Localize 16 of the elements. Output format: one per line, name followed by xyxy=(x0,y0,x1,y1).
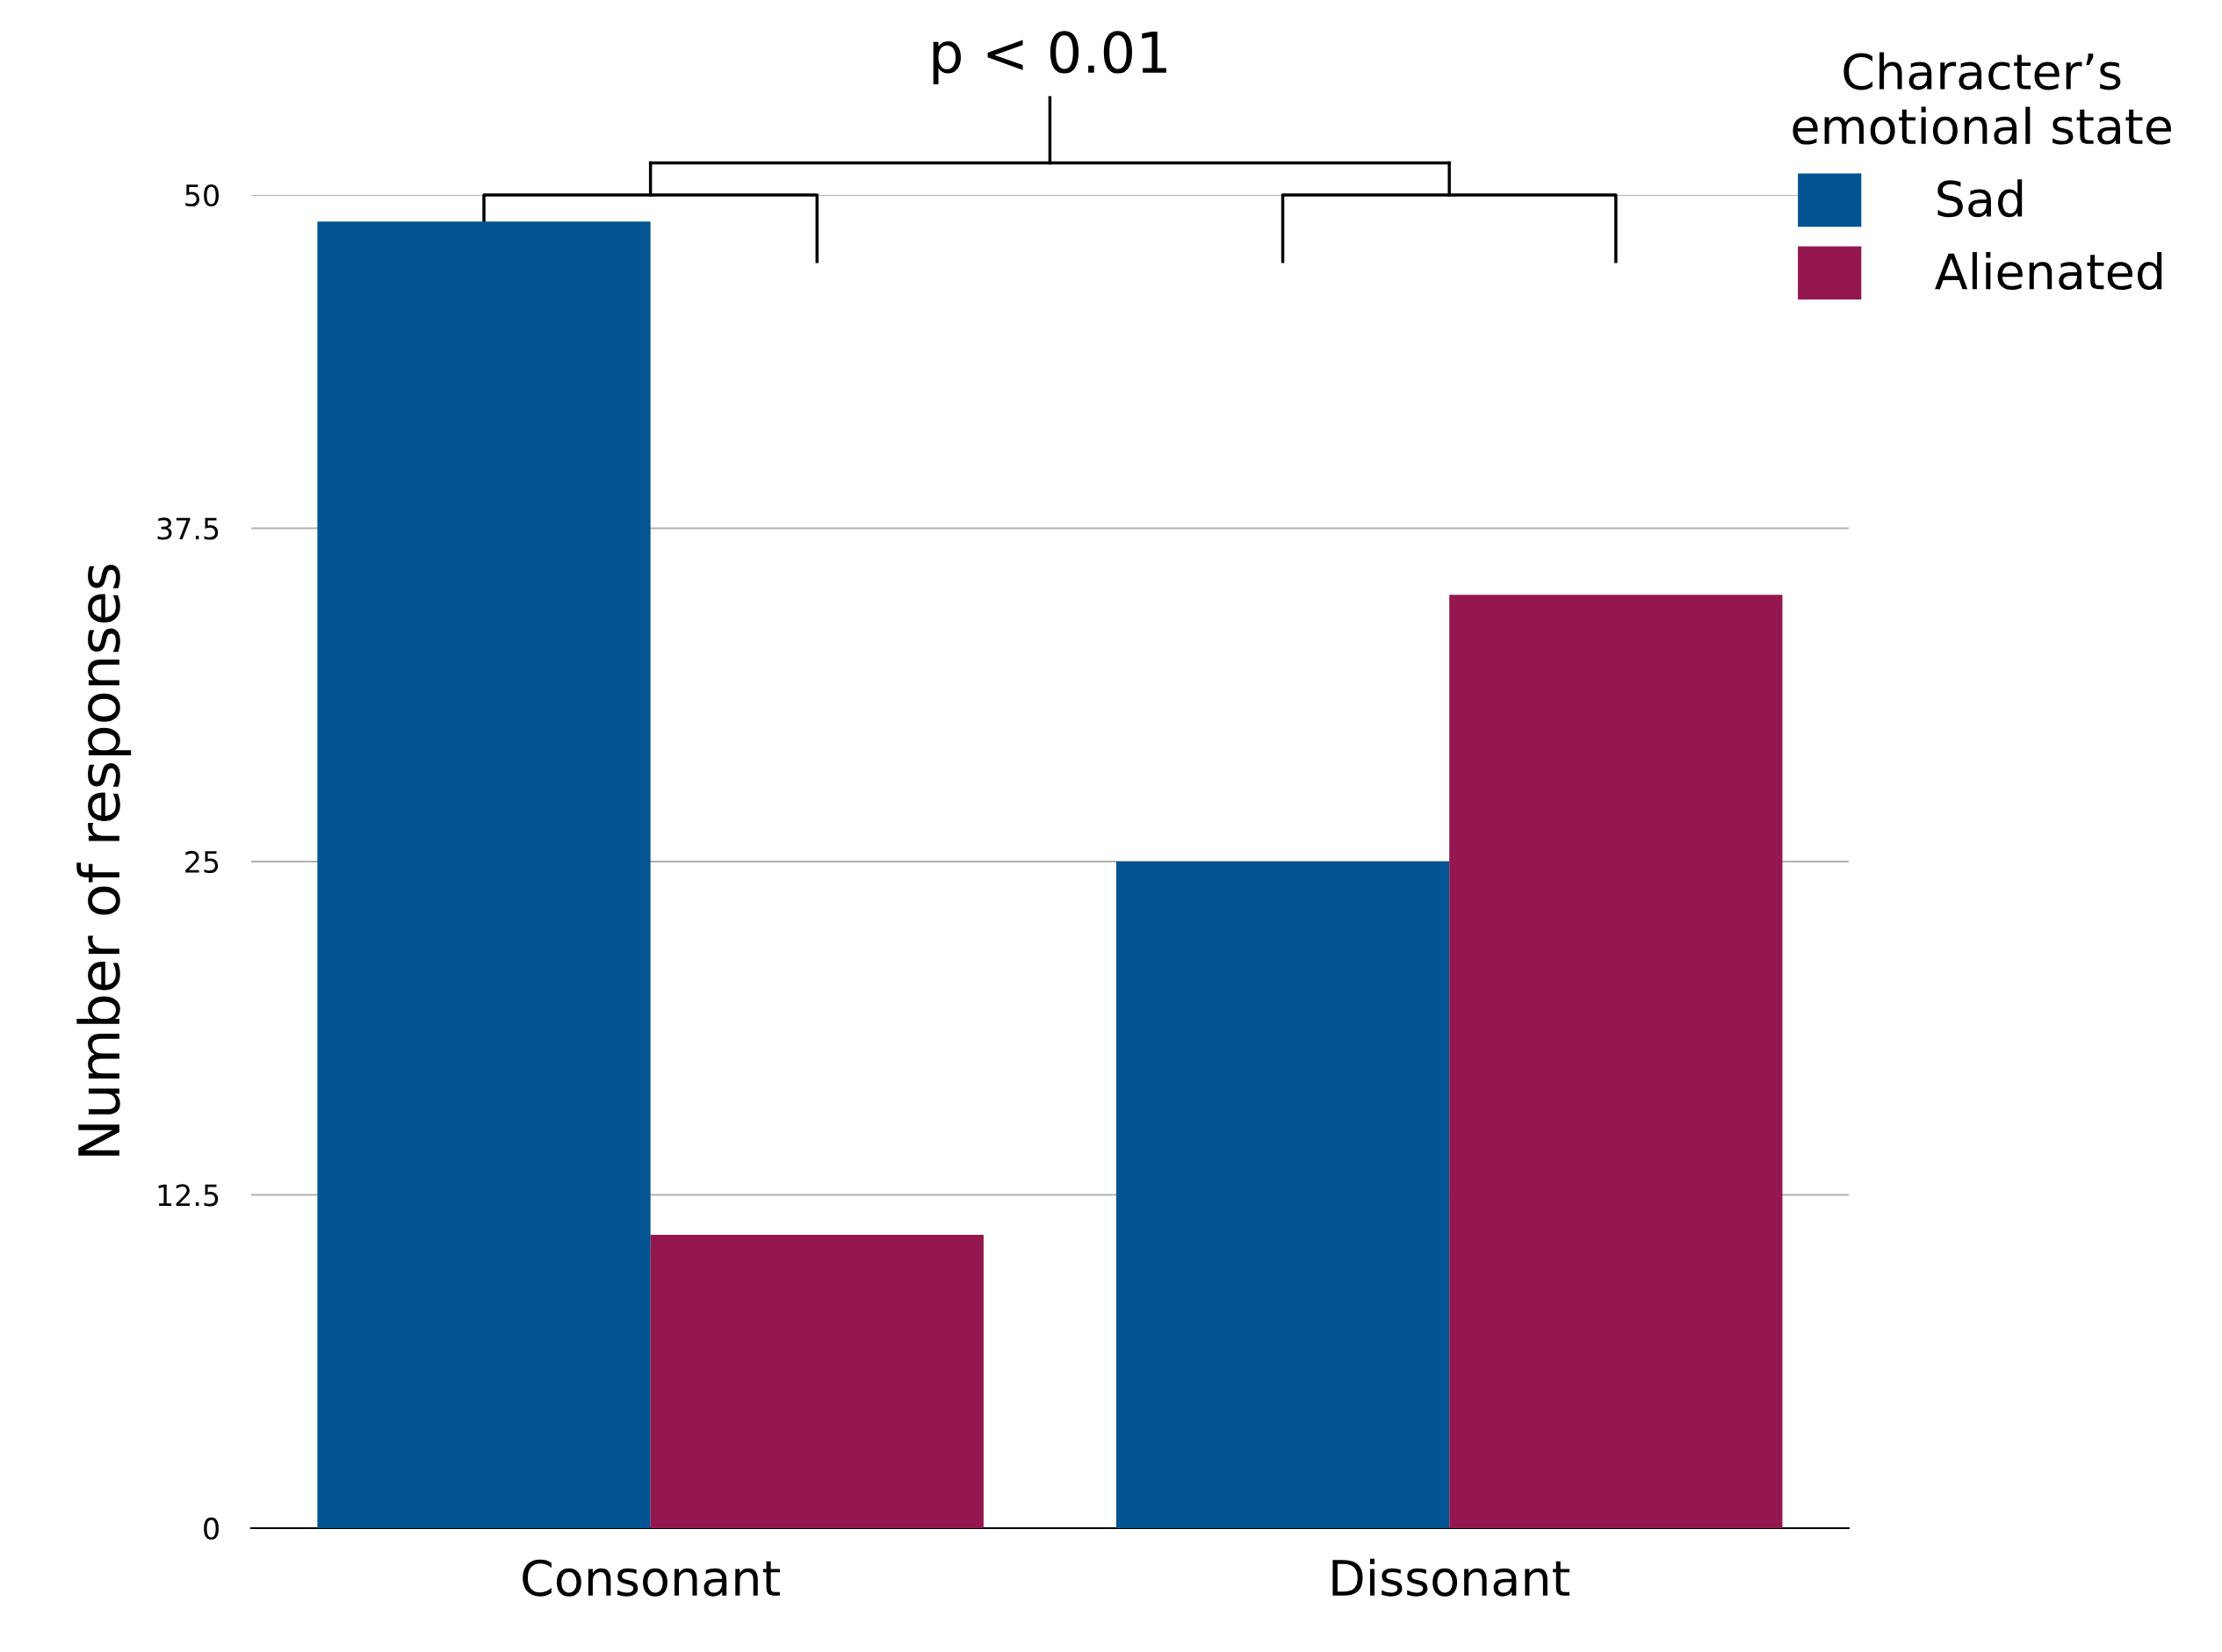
y-axis-title: Number of responses xyxy=(76,564,132,1156)
y-tick-label: 50 xyxy=(185,184,219,207)
x-tick-label: Consonant xyxy=(523,1559,780,1597)
legend-label: Alienated xyxy=(1935,252,2162,291)
y-tick-label: 0 xyxy=(204,1517,219,1540)
bar xyxy=(317,221,651,1528)
legend-label: Sad xyxy=(1937,179,2023,218)
legend-title: Character’s emotional state xyxy=(1793,52,2171,145)
y-tick-label: 37.5 xyxy=(157,517,219,540)
bar xyxy=(1449,595,1783,1528)
x-tick-label: Dissonant xyxy=(1332,1558,1570,1597)
y-tick-label: 25 xyxy=(185,850,219,874)
bar xyxy=(650,1234,984,1528)
text: p < 0.01 xyxy=(933,31,1166,84)
bar xyxy=(1115,861,1450,1528)
y-tick-label: 12.5 xyxy=(158,1184,219,1207)
